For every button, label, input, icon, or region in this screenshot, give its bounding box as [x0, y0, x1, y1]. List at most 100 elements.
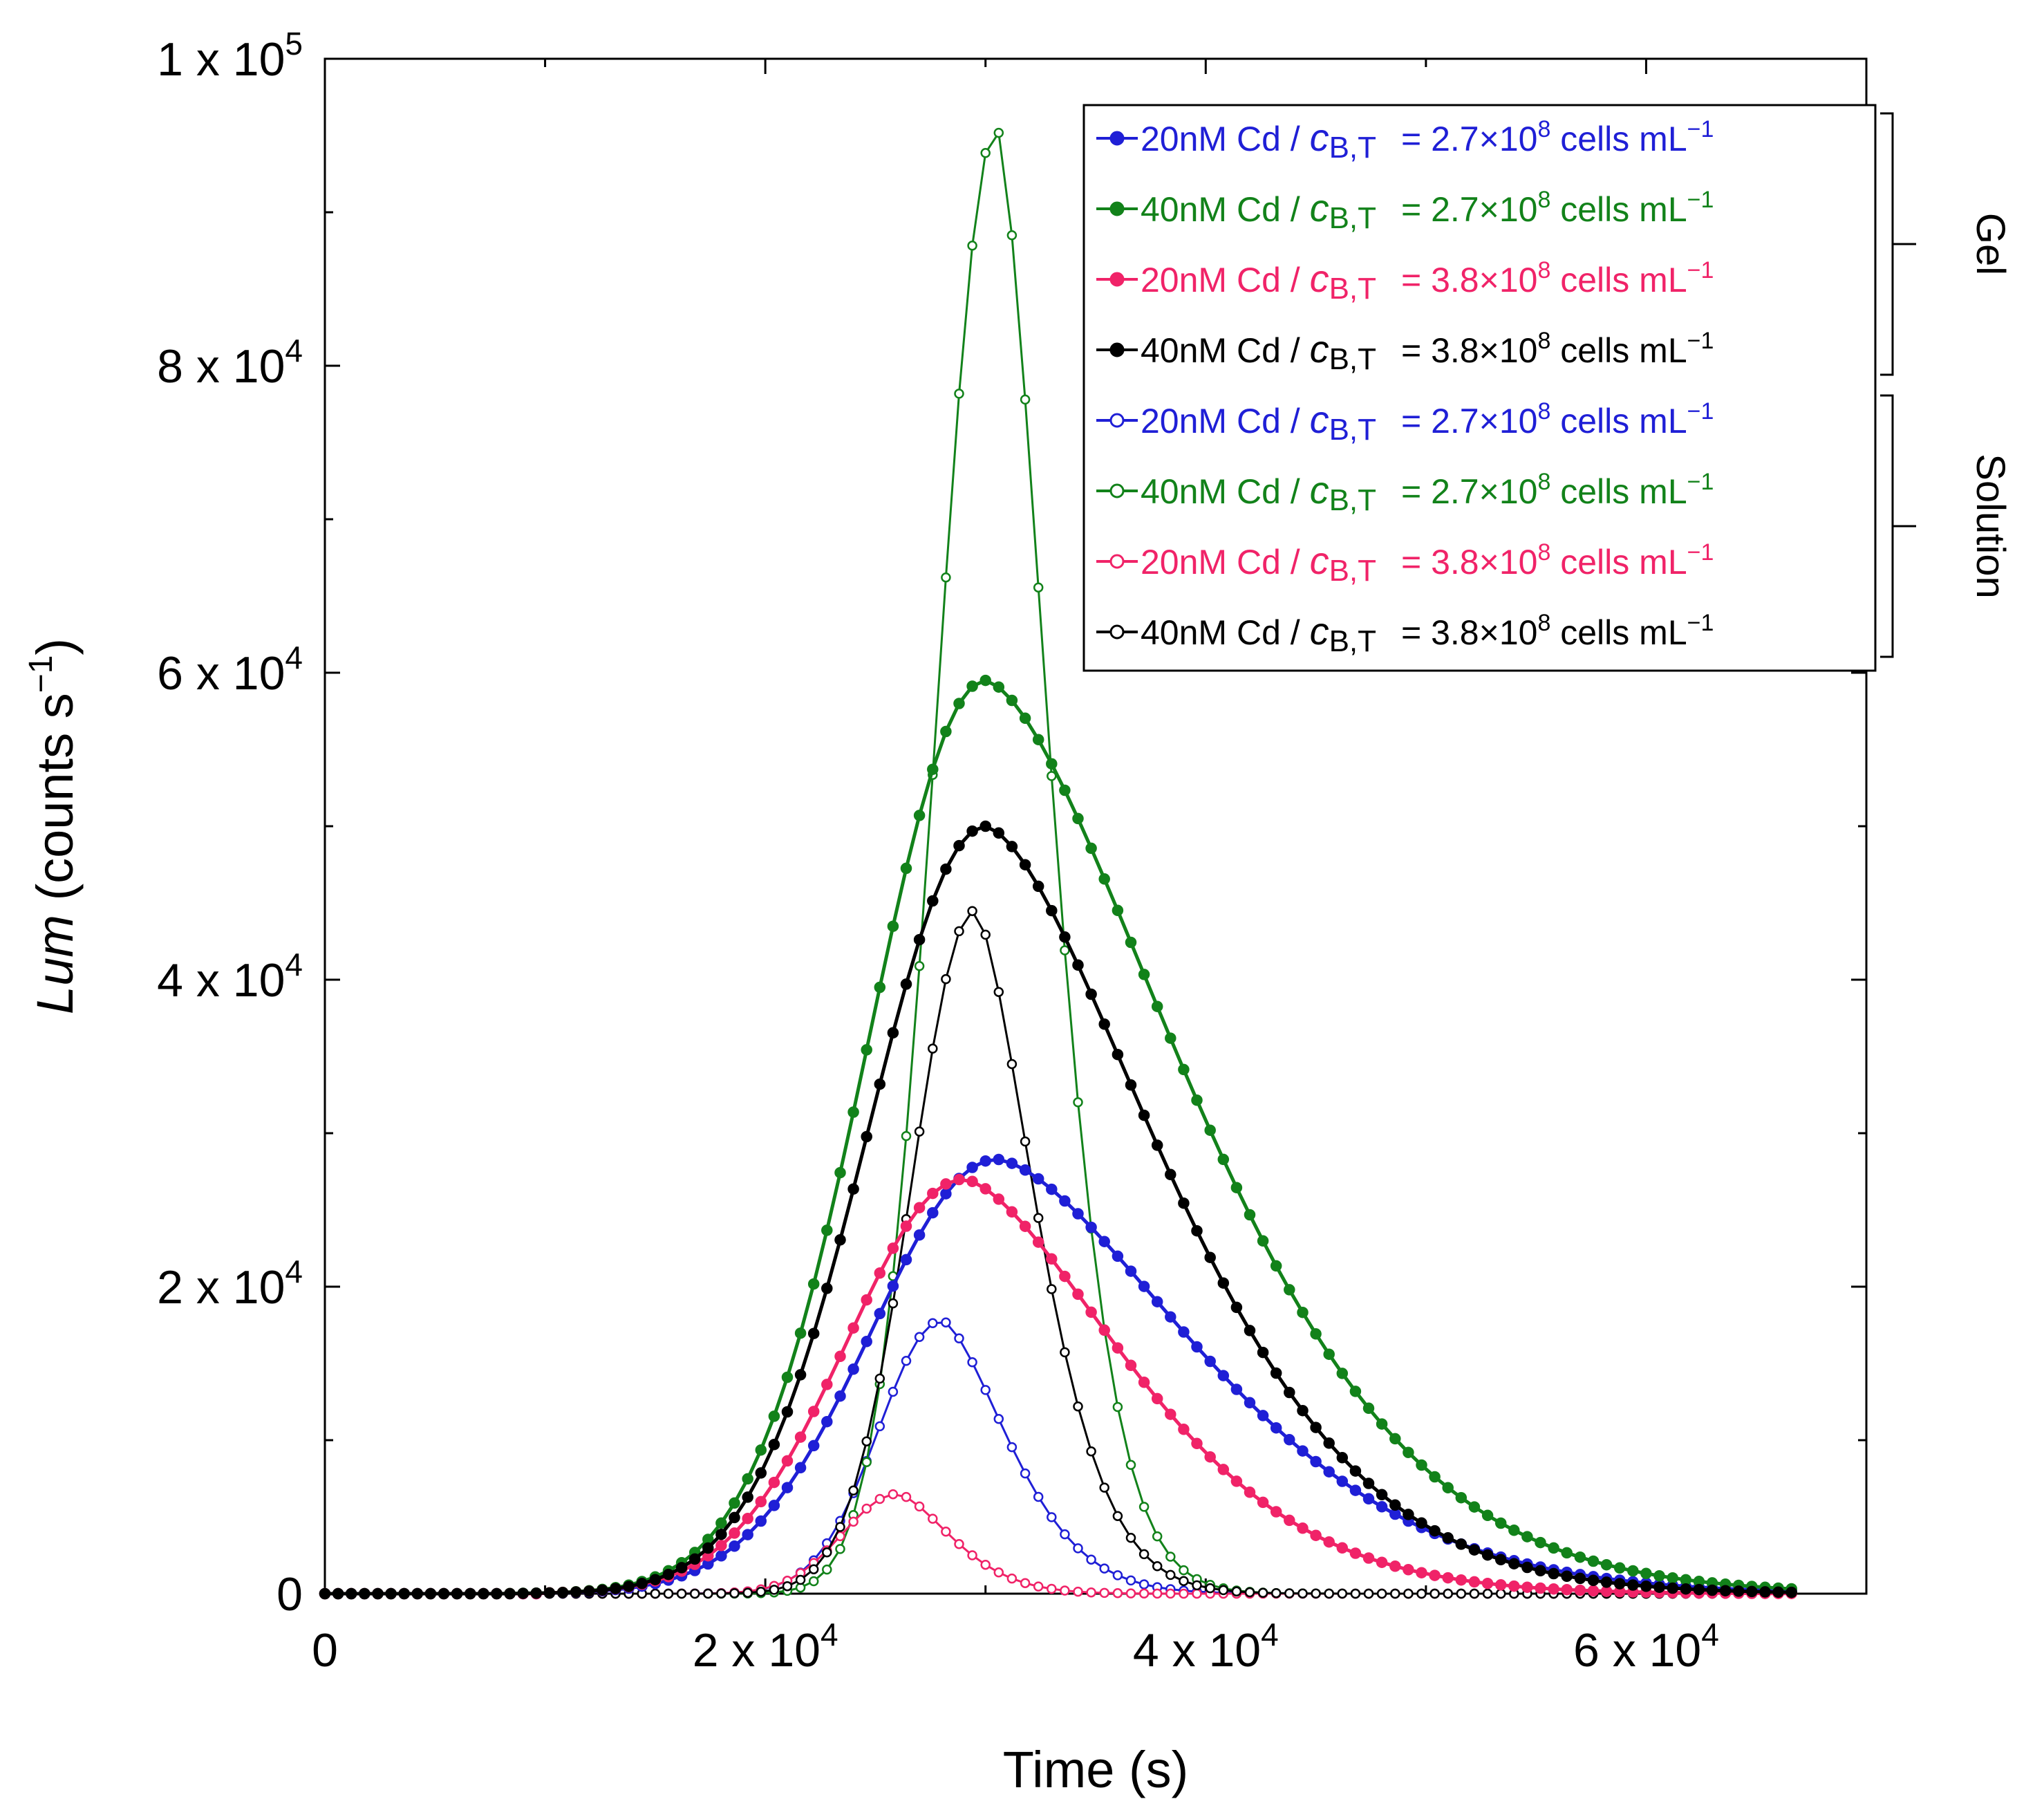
legend-swatch-marker: [1109, 131, 1125, 146]
data-point: [874, 981, 886, 994]
data-point: [676, 1588, 687, 1599]
data-point: [1508, 1580, 1520, 1592]
legend-symbol: c: [1310, 609, 1329, 653]
data-point: [861, 1130, 872, 1143]
data-point: [1019, 712, 1031, 725]
legend-entry-5: 40nM Cd / cB,T = 2.7×108 cells mL−1: [1096, 468, 1714, 517]
data-point: [1125, 936, 1137, 949]
data-point: [847, 1106, 859, 1118]
legend-unit: cells mL: [1550, 120, 1687, 158]
data-point: [768, 1476, 780, 1489]
data-point: [834, 1350, 846, 1363]
data-point: [1323, 1536, 1335, 1548]
data-point: [715, 1528, 727, 1540]
data-point: [821, 1224, 833, 1236]
data-point: [1204, 1251, 1216, 1263]
data-point: [1112, 1570, 1123, 1581]
legend-unit-superscript: −1: [1687, 469, 1714, 495]
data-point: [1217, 1277, 1230, 1289]
data-point: [1772, 1586, 1784, 1599]
data-point: [1125, 1460, 1136, 1471]
data-point: [1047, 1512, 1057, 1522]
data-point: [1376, 1556, 1388, 1568]
data-point: [424, 1587, 437, 1600]
data-point: [901, 1130, 912, 1141]
data-point: [1403, 1509, 1414, 1520]
legend-unit-superscript: −1: [1687, 610, 1714, 636]
data-point: [1389, 1433, 1401, 1445]
data-point: [861, 1294, 872, 1306]
data-point: [781, 1406, 794, 1418]
legend-group-1: Solution: [1880, 394, 2013, 658]
data-point: [1112, 1511, 1123, 1521]
data-point: [1297, 1306, 1309, 1318]
data-point: [1508, 1525, 1520, 1536]
data-point: [954, 926, 964, 937]
data-point: [1376, 1418, 1388, 1430]
data-point: [900, 862, 912, 875]
data-point: [1244, 1587, 1255, 1598]
data-point: [1640, 1567, 1652, 1580]
data-point: [385, 1587, 397, 1600]
data-point: [1456, 1588, 1467, 1599]
data-point: [1006, 230, 1018, 241]
data-point: [1085, 1306, 1097, 1318]
data-point: [1416, 1588, 1427, 1599]
data-point: [1482, 1588, 1493, 1599]
data-point: [1032, 734, 1044, 745]
data-point: [1481, 1577, 1494, 1590]
data-point: [1443, 1588, 1453, 1599]
data-point: [662, 1568, 675, 1581]
y-axis-title: Lum (counts s−1): [23, 638, 84, 1014]
data-point: [781, 1455, 794, 1467]
data-point: [1191, 1341, 1203, 1353]
data-point: [993, 987, 1004, 997]
data-point: [1336, 1542, 1349, 1554]
data-point: [953, 1173, 965, 1186]
data-point: [715, 1550, 727, 1562]
data-point: [610, 1583, 621, 1594]
data-point: [1508, 1558, 1520, 1569]
data-point: [1151, 1000, 1163, 1012]
data-point: [795, 1574, 806, 1585]
data-point: [1587, 1574, 1600, 1587]
data-point: [967, 906, 977, 916]
legend-label: 20nM Cd / cB,T = 2.7×108 cells mL−1: [1141, 115, 1714, 165]
y-tick-label: 8 x 104: [157, 333, 303, 393]
data-point: [1231, 1586, 1242, 1597]
data-point: [1600, 1558, 1613, 1571]
legend-subscript: B,T: [1329, 272, 1376, 306]
data-point: [822, 1564, 832, 1575]
legend-eq-superscript: 8: [1537, 328, 1550, 354]
data-point: [1112, 1588, 1123, 1599]
data-point: [755, 1495, 767, 1508]
data-point: [1244, 1487, 1256, 1498]
data-point: [688, 1553, 701, 1565]
data-point: [1059, 784, 1071, 796]
data-point: [1020, 1468, 1031, 1479]
legend-eq: = 3.8×10: [1401, 613, 1537, 652]
data-point: [1072, 959, 1084, 971]
data-point: [941, 1527, 951, 1537]
legend-eq: = 2.7×10: [1401, 120, 1537, 158]
x-tick-label-exponent: 4: [1261, 1616, 1279, 1652]
data-point: [1073, 1097, 1083, 1108]
series-layer: [319, 127, 1797, 1600]
data-point: [438, 1587, 450, 1600]
data-point: [1349, 1386, 1362, 1397]
data-point: [914, 1126, 925, 1137]
series-3-gel: [319, 820, 1797, 1600]
y-tick-label: 1 x 105: [157, 26, 303, 86]
data-point: [1179, 1576, 1189, 1586]
data-point: [1284, 1284, 1295, 1296]
legend-group-label: Gel: [1968, 213, 2013, 275]
data-point: [1376, 1489, 1388, 1501]
legend-label: 20nM Cd / cB,T = 3.8×108 cells mL−1: [1141, 257, 1714, 306]
data-point: [1138, 1502, 1150, 1512]
data-point: [729, 1540, 740, 1552]
y-axis-title-symbol: Lum: [26, 915, 84, 1014]
data-point: [941, 973, 951, 985]
data-point: [1363, 1588, 1374, 1599]
data-point: [1362, 1478, 1375, 1489]
data-point: [1336, 1368, 1349, 1379]
